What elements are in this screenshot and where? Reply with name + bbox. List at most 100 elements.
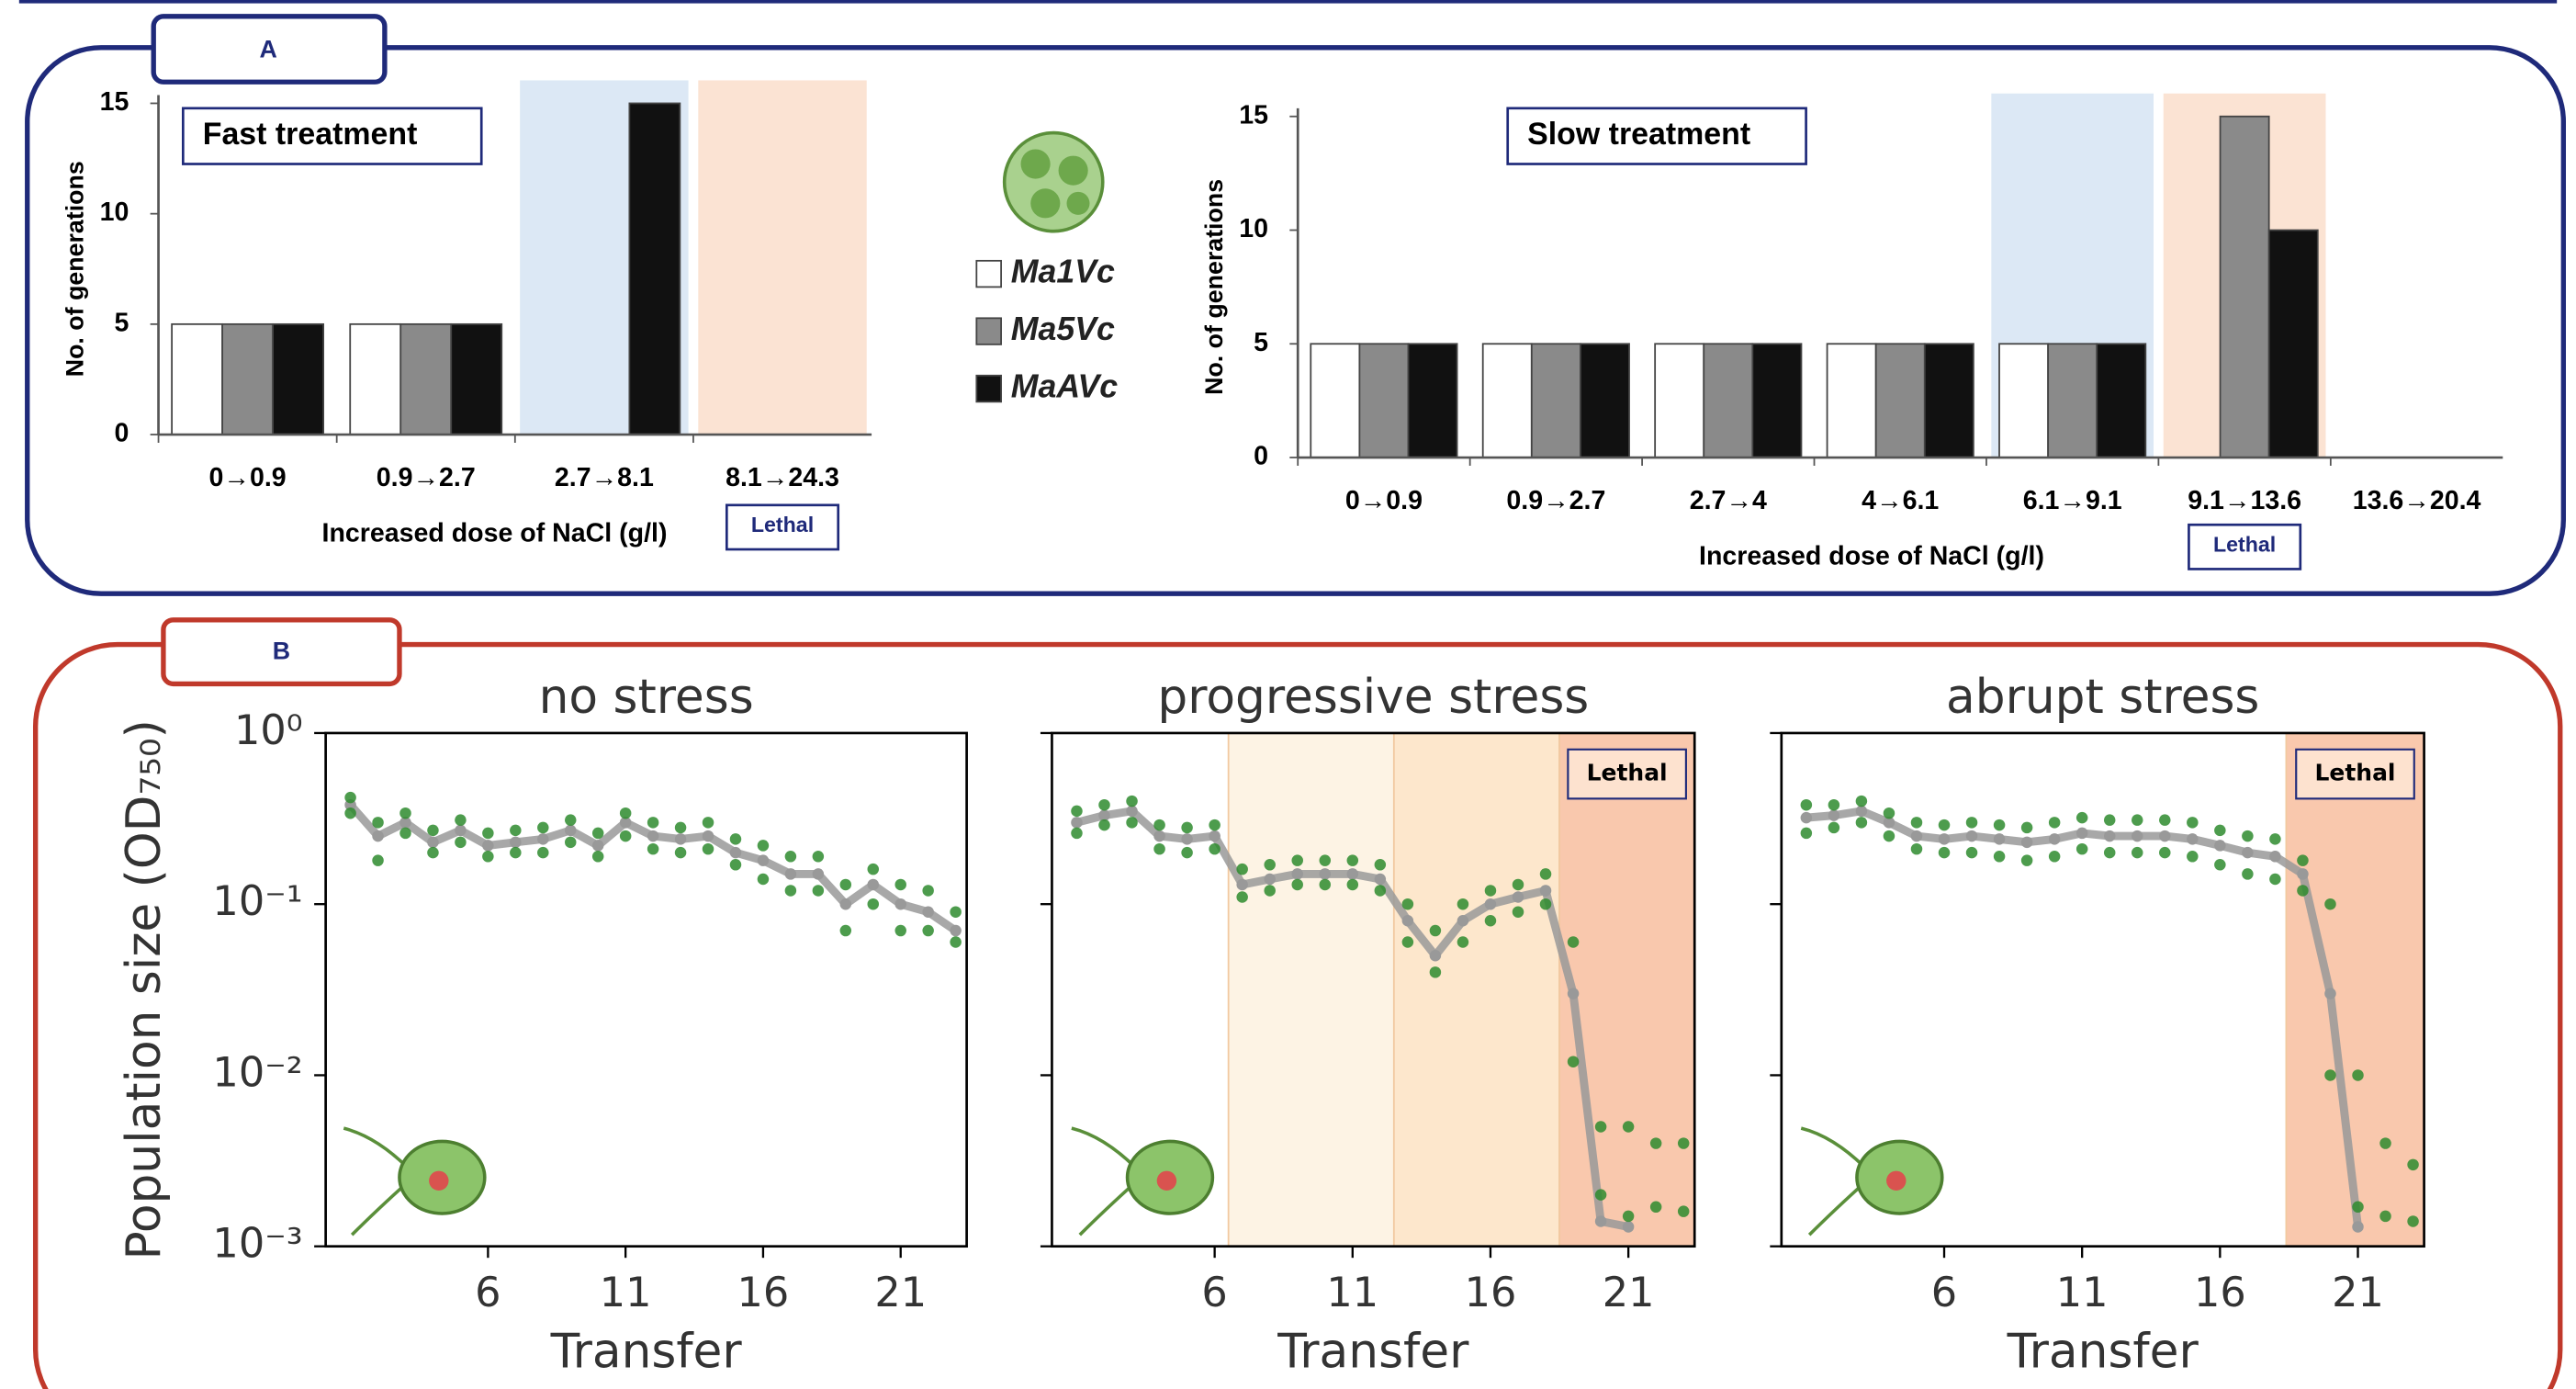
bar [1530, 343, 1581, 458]
trend-point [537, 833, 549, 845]
x-axis-label: Transfer [2007, 1325, 2199, 1380]
trend-point [619, 817, 632, 829]
y-axis-label: No. of generations [1200, 179, 1228, 395]
trend-point [1828, 809, 1840, 821]
replicate-point [1153, 842, 1165, 855]
replicate-point [2103, 814, 2116, 826]
replicate-point [1567, 936, 1580, 948]
x-tick-label: 2.7→4 [1690, 486, 1767, 515]
x-axis-label: Increased dose of NaCl (g/l) [322, 518, 668, 548]
x-tick-label: 6 [475, 1269, 501, 1316]
replicate-point [1374, 885, 1387, 897]
replicate-point [757, 873, 770, 886]
replicate-point [1264, 859, 1276, 871]
replicate-point [1236, 891, 1248, 903]
y-tick-label: 10⁰ [234, 706, 303, 754]
replicate-point [2132, 814, 2143, 826]
replicate-point [2324, 1069, 2336, 1081]
chart-title: abrupt stress [1946, 670, 2259, 725]
y-tick-label: 0 [115, 419, 129, 448]
replicate-point [2214, 859, 2226, 871]
replicate-point [1622, 1121, 1635, 1133]
bar [171, 322, 224, 435]
trend-point [1264, 873, 1276, 886]
replicate-point [2020, 821, 2033, 834]
replicate-point [455, 836, 467, 849]
replicate-point [2214, 824, 2226, 837]
replicate-point [2297, 854, 2309, 866]
annotation: Lethal [2213, 533, 2276, 557]
bar [628, 102, 681, 435]
trend-point [1126, 805, 1138, 818]
replicate-point [922, 885, 934, 897]
bar [1751, 343, 1803, 458]
trend-point [372, 830, 384, 842]
x-tick-label: 11 [1326, 1269, 1378, 1316]
replicate-point [619, 830, 632, 842]
trend-point [1401, 914, 1414, 927]
replicate-point [1677, 1137, 1690, 1149]
x-tick-label: 6 [1931, 1269, 1957, 1316]
replicate-point [839, 878, 852, 891]
chart-title: no stress [539, 670, 754, 725]
replicate-point [482, 827, 494, 840]
replicate-point [2048, 851, 2061, 863]
trend-point [1153, 830, 1165, 842]
x-tick-label: 16 [1465, 1269, 1517, 1316]
replicate-point [812, 851, 825, 863]
trend-point [1594, 1215, 1607, 1227]
title-box [1506, 107, 1807, 165]
replicate-point [399, 827, 411, 840]
shaded-region [2285, 732, 2425, 1248]
replicate-point [2269, 873, 2281, 886]
bar [221, 322, 275, 435]
trend-point [591, 840, 604, 852]
trend-point [1098, 809, 1110, 821]
x-tick-label: 16 [2194, 1269, 2246, 1316]
x-tick-label: 21 [874, 1269, 927, 1316]
replicate-point [1539, 898, 1552, 910]
x-axis-label: Transfer [550, 1325, 743, 1380]
replicate-point [2242, 868, 2254, 880]
trend-point [1512, 891, 1524, 903]
trend-point [510, 836, 522, 849]
x-tick-label: 8.1→24.3 [726, 463, 839, 492]
legend-swatch [975, 259, 1002, 288]
replicate-point [2352, 1201, 2364, 1214]
trend-point [2048, 833, 2061, 845]
y-tick-label: 15 [1239, 100, 1268, 130]
shaded-region [1227, 732, 1395, 1248]
replicate-point [1098, 819, 1110, 831]
y-tick-label: 5 [1254, 328, 1268, 357]
replicate-point [344, 791, 356, 804]
replicate-point [647, 817, 659, 829]
replicate-point [867, 863, 880, 875]
y-axis-label: Population size (OD₇₅₀) [117, 719, 172, 1259]
y-tick-label: 10 [1239, 214, 1268, 243]
trend-point [1457, 914, 1469, 927]
trend-point [1883, 817, 1895, 829]
replicate-point [427, 846, 439, 859]
x-tick-label: 0→0.9 [209, 463, 287, 492]
replicate-point [372, 854, 384, 866]
replicate-point [2075, 842, 2088, 855]
replicate-point [1126, 817, 1138, 829]
replicate-point [2269, 833, 2281, 845]
replicate-point [1346, 878, 1359, 891]
trend-point [1622, 1221, 1635, 1233]
x-tick-label: 0.9→2.7 [377, 463, 476, 492]
replicate-point [564, 836, 577, 849]
algae-icon [1002, 130, 1105, 233]
replicate-point [1883, 830, 1895, 842]
replicate-point [591, 851, 604, 863]
replicate-point [591, 827, 604, 840]
trend-point [455, 824, 467, 837]
replicate-point [1622, 1210, 1635, 1223]
cell-icons [343, 1126, 1944, 1237]
bar [2096, 343, 2147, 458]
x-axis-label: Transfer [1277, 1325, 1469, 1380]
replicate-point [2407, 1158, 2419, 1171]
panel-a: Lethal 0 5 10 15 0→0.9 0.9→2.7 2.7→8.1 8.1→24.3 F… [61, 80, 2503, 570]
trend-point [647, 830, 659, 842]
